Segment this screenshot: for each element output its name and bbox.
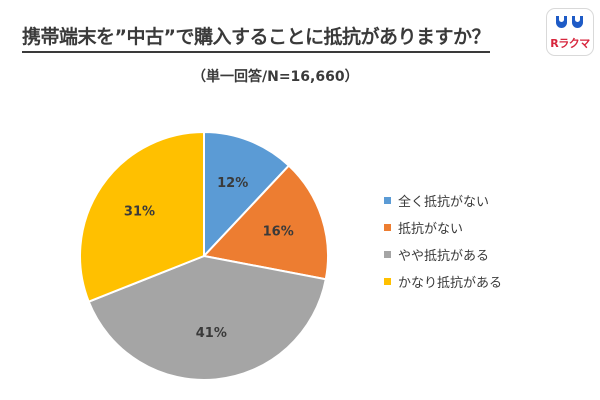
- legend-label-2: 抵抗がない: [398, 222, 464, 237]
- logo-text: Rラクマ: [550, 37, 590, 50]
- rakuma-logo: Rラクマ: [546, 8, 594, 56]
- legend-swatch-3: [384, 251, 391, 258]
- chart-title: 携帯端末を”中古”で購入することに抵抗がありますか？: [22, 22, 490, 53]
- pie-slice-2: [202, 164, 329, 281]
- legend-item-3: やや抵抗がある: [384, 241, 502, 268]
- logo-cup-right-icon: [572, 16, 583, 28]
- pie-slice-4: [79, 130, 205, 303]
- logo-cup-left-icon: [556, 16, 567, 28]
- slice-label-4: 31%: [124, 205, 155, 220]
- legend-item-4: かなり抵抗がある: [384, 268, 502, 295]
- slice-label-3: 41%: [196, 326, 227, 341]
- legend-item-2: 抵抗がない: [384, 214, 502, 241]
- pie-slice-1: [203, 130, 291, 259]
- legend-label-1: 全く抵抗がない: [398, 195, 490, 210]
- legend-label-4: かなり抵抗がある: [398, 276, 503, 291]
- legend-swatch-1: [384, 197, 391, 204]
- legend-label-3: やや抵抗がある: [398, 249, 490, 264]
- legend-swatch-4: [384, 278, 391, 285]
- slice-label-2: 16%: [263, 224, 294, 239]
- slice-label-1: 12%: [217, 176, 248, 191]
- legend: 全く抵抗がない 抵抗がないやや抵抗がある かなり抵抗がある: [384, 187, 502, 295]
- legend-swatch-2: [384, 224, 391, 231]
- pie-slice-3: [87, 254, 327, 381]
- chart-subtitle: （単一回答/N=16,660）: [192, 69, 359, 85]
- legend-item-1: 全く抵抗がない: [384, 187, 502, 214]
